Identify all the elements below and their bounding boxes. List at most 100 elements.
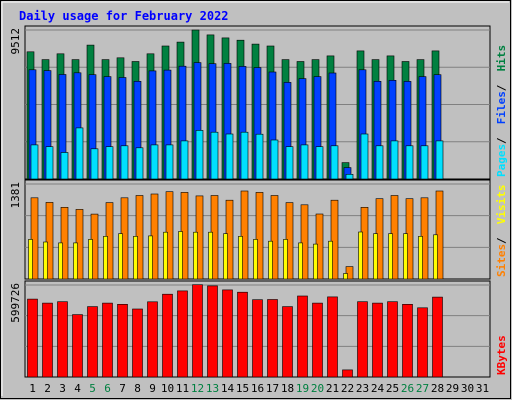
bar-kbytes-day-13 (207, 285, 218, 378)
bar-visits-day-8 (133, 236, 138, 280)
panel-sites-visits: 1381 Sites / Visits (9, 179, 508, 280)
bar-sites-day-2 (45, 202, 54, 280)
x-tick-label-12: 12 (191, 382, 204, 395)
x-tick-label-2: 2 (44, 382, 51, 395)
bar-pages-day-3 (60, 152, 69, 180)
x-tick-label-29: 29 (446, 382, 459, 395)
x-tick-label-1: 1 (29, 382, 36, 395)
x-tick-label-6: 6 (104, 382, 111, 395)
bar-pages-day-10 (165, 144, 174, 180)
bar-visits-day-14 (223, 233, 228, 280)
x-tick-label-30: 30 (461, 382, 474, 395)
bar-visits-day-11 (178, 231, 183, 280)
legend-kbytes: KBytes (495, 335, 508, 375)
x-tick-label-11: 11 (176, 382, 189, 395)
x-tick-label-3: 3 (59, 382, 66, 395)
bar-kbytes-day-11 (177, 290, 188, 378)
x-tick-label-18: 18 (281, 382, 294, 395)
bar-kbytes-day-16 (252, 299, 263, 378)
bar-pages-day-12 (195, 130, 204, 180)
bar-pages-day-1 (30, 144, 39, 180)
legend-visits: Visits (495, 184, 508, 224)
bar-visits-day-12 (193, 231, 198, 280)
x-tick-label-28: 28 (431, 382, 444, 395)
bar-pages-day-25 (390, 140, 399, 180)
x-tick-label-15: 15 (236, 382, 249, 395)
bar-kbytes-day-28 (432, 296, 443, 378)
x-tick-label-14: 14 (221, 382, 235, 395)
bar-visits-day-4 (73, 242, 78, 280)
bar-kbytes-day-22 (342, 369, 353, 378)
bar-pages-day-5 (90, 148, 99, 180)
bar-sites-day-15 (240, 190, 249, 280)
bar-visits-day-5 (88, 239, 93, 280)
x-tick-label-20: 20 (311, 382, 324, 395)
bar-kbytes-day-6 (102, 302, 113, 378)
bar-kbytes-day-17 (267, 299, 278, 378)
bar-visits-day-22 (343, 273, 348, 280)
bar-kbytes-day-14 (222, 289, 233, 378)
x-tick-label-21: 21 (326, 382, 339, 395)
bar-visits-day-17 (268, 240, 273, 280)
bar-visits-day-23 (358, 231, 363, 280)
bar-pages-day-21 (330, 145, 339, 180)
legend-separator: / (495, 237, 508, 244)
bar-kbytes-day-25 (387, 301, 398, 378)
bar-kbytes-day-21 (327, 296, 338, 378)
bar-pages-day-16 (255, 133, 264, 180)
legend-separator: / (495, 137, 508, 144)
panel-hits-files-pages: 9512 Pages / Files / Hits (9, 25, 508, 180)
x-axis-tick-labels: 1 2 3 4 5 6 7 8 9 10 11 12 13 14 15 16 17 18 19 20 21 22 23 24 2… (29, 382, 489, 395)
bar-visits-day-28 (433, 234, 438, 280)
bar-kbytes-day-2 (42, 302, 53, 378)
bar-pages-day-2 (45, 146, 54, 180)
y-max-label: 1381 (9, 182, 22, 209)
x-tick-label-13: 13 (206, 382, 219, 395)
x-tick-label-26: 26 (401, 382, 414, 395)
bar-kbytes-day-4 (72, 314, 83, 378)
bar-kbytes-day-5 (87, 306, 98, 378)
series-files (28, 62, 442, 180)
x-tick-label-25: 25 (386, 382, 399, 395)
bar-visits-day-26 (403, 233, 408, 280)
x-tick-label-8: 8 (134, 382, 141, 395)
x-tick-label-23: 23 (356, 382, 369, 395)
bar-visits-day-10 (163, 231, 168, 280)
bar-kbytes-day-20 (312, 302, 323, 378)
x-tick-label-7: 7 (119, 382, 126, 395)
bar-pages-day-26 (405, 145, 414, 180)
bar-visits-day-27 (418, 236, 423, 280)
legend-hits-files-pages: Pages / Files / Hits (495, 45, 508, 177)
bar-visits-day-20 (313, 243, 318, 280)
series-visits (28, 231, 438, 280)
bar-pages-day-15 (240, 131, 249, 180)
bar-pages-day-20 (315, 146, 324, 180)
bar-pages-day-19 (300, 144, 309, 180)
bar-kbytes-day-3 (57, 301, 68, 378)
x-tick-label-31: 31 (476, 382, 489, 395)
bar-kbytes-day-8 (132, 308, 143, 378)
panel-kbytes: 599726 KBytes (9, 280, 508, 378)
bar-kbytes-day-18 (282, 306, 293, 378)
bar-pages-day-17 (270, 139, 279, 180)
bar-visits-day-2 (43, 241, 48, 280)
bar-pages-day-7 (120, 145, 129, 180)
bar-kbytes-day-7 (117, 303, 128, 378)
x-tick-label-4: 4 (74, 382, 81, 395)
x-tick-label-17: 17 (266, 382, 279, 395)
bar-pages-day-18 (285, 146, 294, 180)
bar-sites-day-17 (270, 195, 279, 280)
bar-pages-day-13 (210, 131, 219, 180)
bar-kbytes-day-1 (27, 298, 38, 378)
legend-pages: Pages (495, 144, 508, 177)
legend-files: Files (495, 91, 508, 124)
x-tick-label-24: 24 (371, 382, 385, 395)
bar-kbytes-day-26 (402, 303, 413, 378)
bar-sites-day-1 (30, 197, 39, 280)
x-tick-label-16: 16 (251, 382, 264, 395)
bar-visits-day-25 (388, 233, 393, 280)
legend-sites-visits: Sites / Visits (495, 184, 508, 277)
series-sites (30, 190, 444, 280)
bar-visits-day-3 (58, 242, 63, 280)
